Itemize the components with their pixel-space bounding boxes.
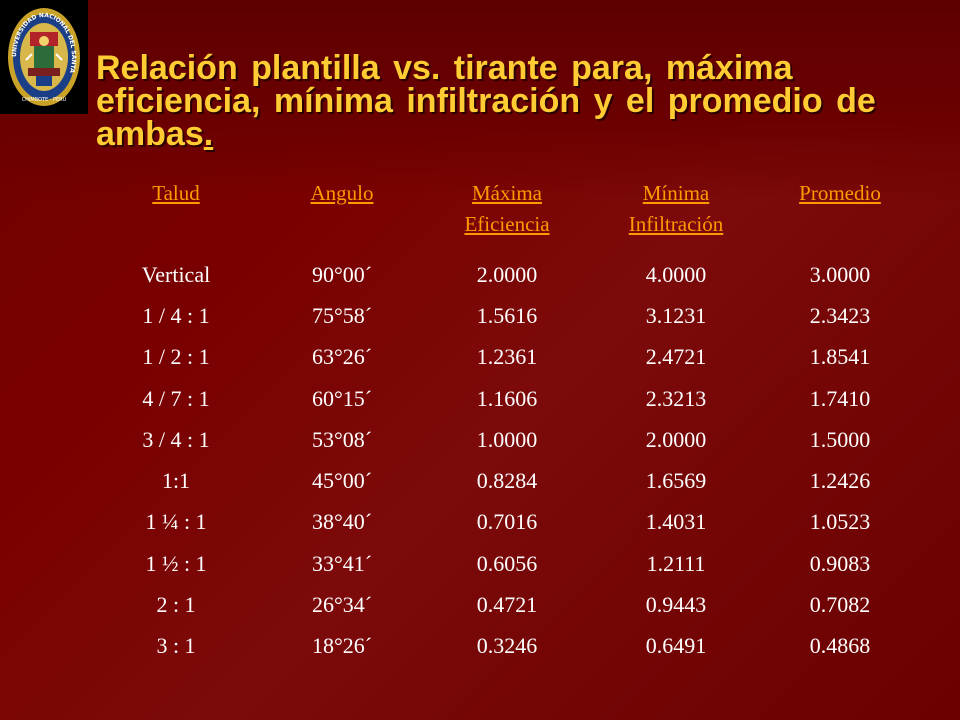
cell-maxima-eficiencia: 1.1606 <box>476 385 538 411</box>
cell-minima-infiltracion: 2.4721 <box>645 344 707 370</box>
cell-maxima-eficiencia: 2.0000 <box>476 261 538 287</box>
cell-minima-infiltracion: 2.0000 <box>645 426 707 452</box>
cell-promedio: 1.8541 <box>809 344 871 370</box>
cell-angulo: 90°00´ <box>311 261 373 287</box>
table-row: 3 / 4 : 1 53°08´ 1.0000 2.0000 1.5000 <box>90 419 920 460</box>
cell-promedio: 0.4868 <box>809 633 871 659</box>
title-end-mark: . <box>203 115 214 153</box>
header-band <box>0 0 960 200</box>
cell-talud: 3 / 4 : 1 <box>142 426 210 452</box>
cell-talud: 1 ¼ : 1 <box>145 509 207 535</box>
cell-minima-infiltracion: 4.0000 <box>645 261 707 287</box>
cell-talud: 1:1 <box>161 468 191 494</box>
table-row: 2 : 1 26°34´ 0.4721 0.9443 0.7082 <box>90 584 920 625</box>
cell-angulo: 26°34´ <box>311 592 373 618</box>
cell-promedio: 1.2426 <box>809 468 871 494</box>
university-seal-icon: UNIVERSIDAD NACIONAL DEL SANTA CHIMBOTE … <box>8 8 80 106</box>
cell-promedio: 2.3423 <box>809 302 871 328</box>
cell-maxima-eficiencia: 0.3246 <box>476 633 538 659</box>
cell-maxima-eficiencia: 0.7016 <box>476 509 538 535</box>
table-row: 1:1 45°00´ 0.8284 1.6569 1.2426 <box>90 460 920 501</box>
cell-angulo: 53°08´ <box>311 426 373 452</box>
cell-minima-infiltracion: 0.9443 <box>645 592 707 618</box>
table-row: 3 : 1 18°26´ 0.3246 0.6491 0.4868 <box>90 626 920 667</box>
cell-talud: 4 / 7 : 1 <box>142 385 210 411</box>
cell-minima-infiltracion: 2.3213 <box>645 385 707 411</box>
column-header-talud: Talud <box>152 181 200 205</box>
seal-bottom-text: CHIMBOTE · PERÚ <box>22 96 67 103</box>
cell-angulo: 18°26´ <box>311 633 373 659</box>
cell-angulo: 75°58´ <box>311 302 373 328</box>
cell-promedio: 1.5000 <box>809 426 871 452</box>
cell-promedio: 1.7410 <box>809 385 871 411</box>
cell-maxima-eficiencia: 0.6056 <box>476 550 538 576</box>
cell-minima-infiltracion: 1.6569 <box>645 468 707 494</box>
cell-angulo: 45°00´ <box>311 468 373 494</box>
column-header-angulo: Angulo <box>310 181 374 205</box>
cell-maxima-eficiencia: 1.5616 <box>476 302 538 328</box>
cell-minima-infiltracion: 0.6491 <box>645 633 707 659</box>
cell-talud: 2 : 1 <box>156 592 196 618</box>
cell-angulo: 60°15´ <box>311 385 373 411</box>
cell-promedio: 1.0523 <box>809 509 871 535</box>
cell-angulo: 33°41´ <box>311 550 373 576</box>
cell-minima-infiltracion: 3.1231 <box>645 302 707 328</box>
cell-talud: Vertical <box>141 261 211 287</box>
cell-talud: 1 / 2 : 1 <box>142 344 210 370</box>
table-row: 1 ½ : 1 33°41´ 0.6056 1.2111 0.9083 <box>90 543 920 584</box>
table-row: 1 ¼ : 1 38°40´ 0.7016 1.4031 1.0523 <box>90 502 920 543</box>
cell-talud: 3 : 1 <box>156 633 196 659</box>
cell-minima-infiltracion: 1.4031 <box>645 509 707 535</box>
cell-angulo: 63°26´ <box>311 344 373 370</box>
column-header-promedio: Promedio <box>799 181 881 205</box>
table-row: 4 / 7 : 1 60°15´ 1.1606 2.3213 1.7410 <box>90 378 920 419</box>
cell-minima-infiltracion: 1.2111 <box>646 550 706 576</box>
cell-angulo: 38°40´ <box>311 509 373 535</box>
cell-maxima-eficiencia: 0.8284 <box>476 468 538 494</box>
table-row: 1 / 2 : 1 63°26´ 1.2361 2.4721 1.8541 <box>90 337 920 378</box>
cell-maxima-eficiencia: 1.0000 <box>476 426 538 452</box>
column-header-maxima-eficiencia: Máxima Eficiencia <box>464 181 550 236</box>
column-header-minima-infiltracion: Mínima Infiltración <box>628 181 724 236</box>
data-table: Talud Angulo Máxima Eficiencia Mínima Infi… <box>90 178 920 667</box>
table-row: Vertical 90°00´ 2.0000 4.0000 3.0000 <box>90 254 920 295</box>
table-header-row: Talud Angulo Máxima Eficiencia Mínima Infi… <box>90 178 920 254</box>
title-text: Relación plantilla vs. tirante para, máx… <box>96 49 876 153</box>
table-row: 1 / 4 : 1 75°58´ 1.5616 3.1231 2.3423 <box>90 295 920 336</box>
cell-promedio: 0.7082 <box>809 592 871 618</box>
logo: UNIVERSIDAD NACIONAL DEL SANTA CHIMBOTE … <box>0 0 88 114</box>
cell-talud: 1 / 4 : 1 <box>142 302 210 328</box>
cell-maxima-eficiencia: 0.4721 <box>476 592 538 618</box>
cell-promedio: 0.9083 <box>809 550 871 576</box>
cell-talud: 1 ½ : 1 <box>145 550 207 576</box>
cell-promedio: 3.0000 <box>809 261 871 287</box>
cell-maxima-eficiencia: 1.2361 <box>476 344 538 370</box>
page-title: Relación plantilla vs. tirante para, máx… <box>96 49 936 153</box>
